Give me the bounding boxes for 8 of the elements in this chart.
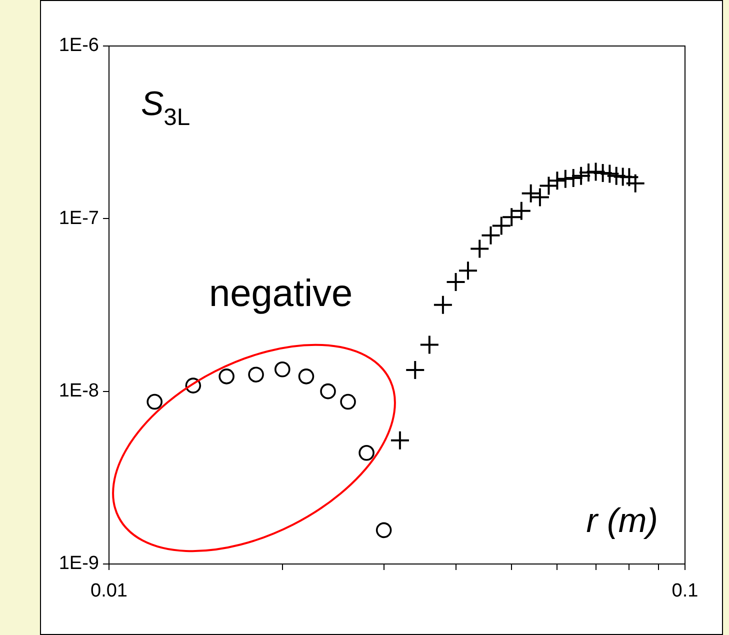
y-tick-label: 1E-9 xyxy=(58,553,99,574)
annotation: negative xyxy=(209,273,353,315)
x-axis-title: r (m) xyxy=(586,502,658,540)
y-tick-label: 1E-7 xyxy=(58,208,99,229)
x-tick-label: 0.01 xyxy=(90,580,128,602)
x-tick-label: 0.1 xyxy=(672,580,698,602)
y-tick-label: 1E-8 xyxy=(58,380,99,402)
y-tick-label: 1E-6 xyxy=(58,35,99,56)
